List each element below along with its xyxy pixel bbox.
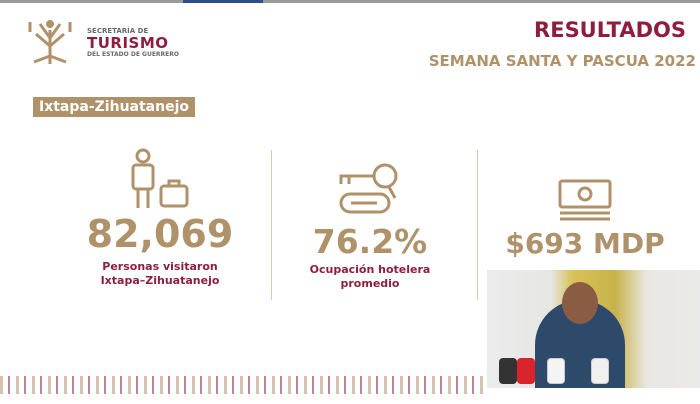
microphone bbox=[499, 358, 517, 384]
decorative-border bbox=[0, 376, 487, 394]
occupancy-label-line2: promedio bbox=[340, 277, 400, 291]
page-title: RESULTADOS bbox=[534, 18, 686, 42]
occupancy-value: 76.2% bbox=[312, 222, 428, 261]
org-line-3: DEL ESTADO DE GUERRERO bbox=[87, 51, 179, 58]
org-name: TURISMO bbox=[87, 34, 169, 52]
speaker-head bbox=[562, 282, 598, 324]
visitors-label: Personas visitaron Ixtapa–Zihuatanejo bbox=[60, 260, 260, 289]
stat-visitors: 82,069 Personas visitaron Ixtapa–Zihuatan… bbox=[60, 148, 260, 289]
traveler-luggage-icon bbox=[131, 148, 189, 208]
occupancy-label-line1: Ocupación hotelera bbox=[309, 263, 431, 276]
window-top-bar bbox=[0, 0, 700, 3]
microphone bbox=[517, 358, 535, 384]
microphone bbox=[547, 358, 565, 384]
location-badge: Ixtapa-Zihuatanejo bbox=[33, 97, 196, 117]
stat-occupancy: 76.2% Ocupación hotelera promedio bbox=[290, 162, 450, 292]
turismo-logo-icon bbox=[28, 20, 72, 64]
stat-revenue: $693 MDP bbox=[500, 178, 670, 260]
org-line-1: SECRETARÍA DE bbox=[87, 27, 149, 35]
divider bbox=[477, 150, 478, 300]
microphone bbox=[591, 358, 609, 384]
occupancy-label: Ocupación hotelera promedio bbox=[290, 263, 450, 292]
visitors-label-line2: Ixtapa–Zihuatanejo bbox=[100, 274, 220, 288]
visitors-label-line1: Personas visitaron bbox=[102, 260, 218, 273]
money-bill-icon bbox=[558, 179, 612, 221]
page-subtitle: SEMANA SANTA Y PASCUA 2022 bbox=[428, 52, 696, 70]
active-tab-indicator bbox=[183, 0, 263, 3]
divider bbox=[271, 150, 272, 300]
hotel-key-icon bbox=[339, 163, 398, 214]
visitors-value: 82,069 bbox=[86, 212, 234, 256]
speaker-video-feed bbox=[487, 270, 700, 388]
revenue-value: $693 MDP bbox=[505, 227, 665, 260]
